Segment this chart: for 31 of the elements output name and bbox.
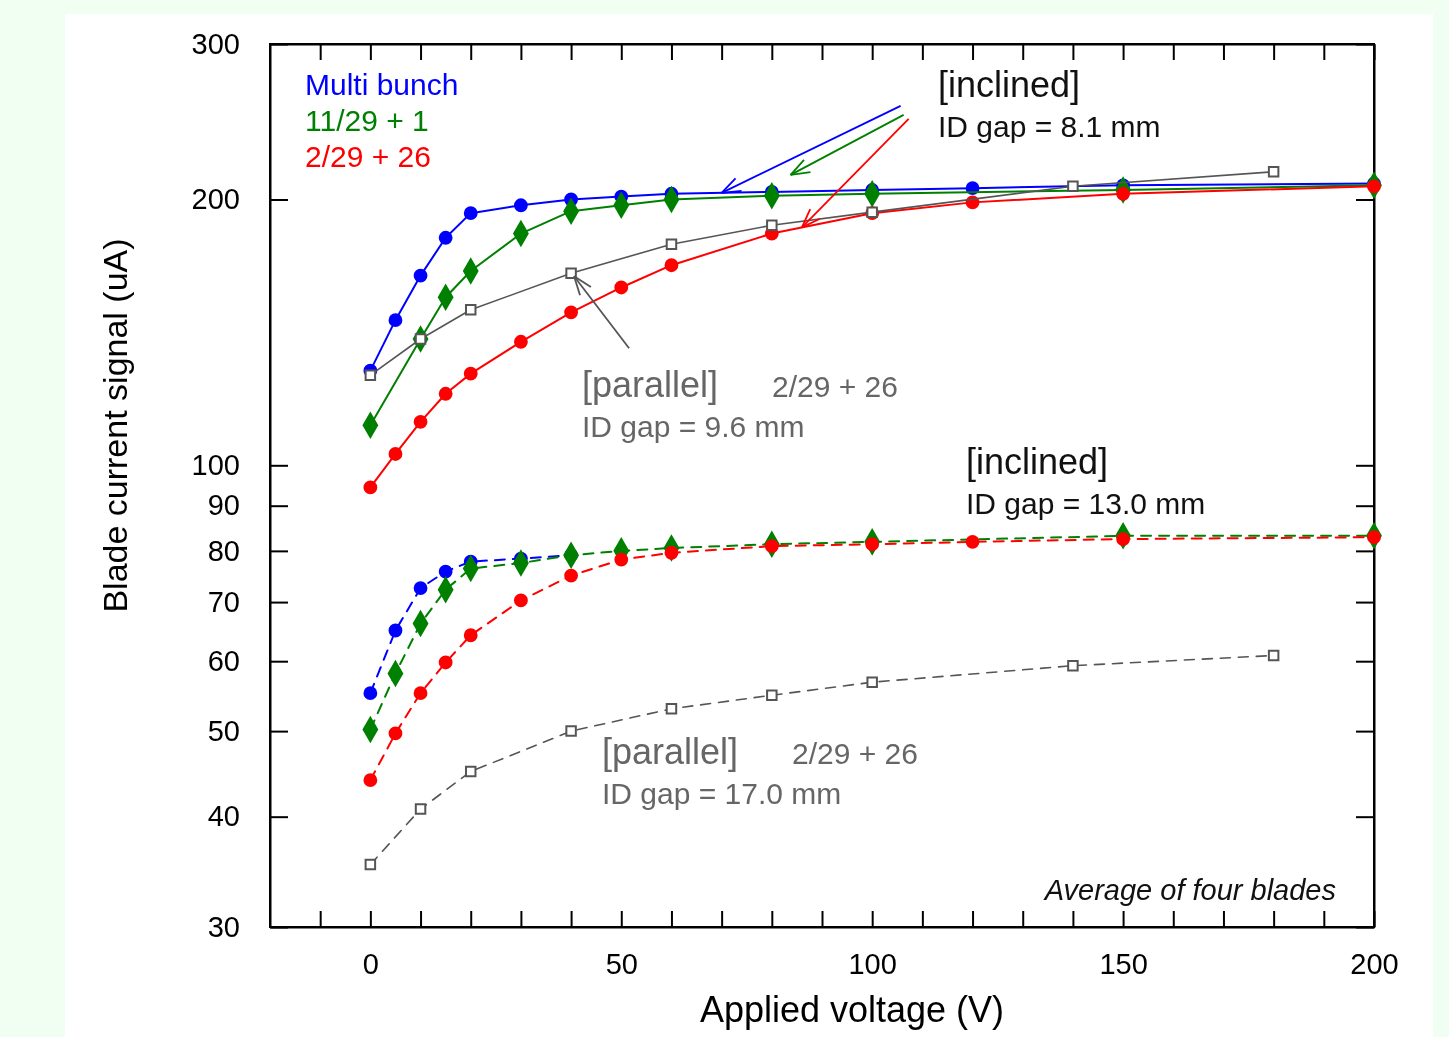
- annotation: [inclined]: [966, 441, 1109, 482]
- text: Multi bunch: [305, 68, 459, 101]
- y-tick-label: 80: [207, 534, 240, 567]
- annotation: 2/29 + 26: [772, 370, 898, 403]
- y-tick-label: 200: [191, 183, 240, 216]
- text: 2/29 + 26: [305, 140, 431, 173]
- y-tick-label: 60: [207, 644, 240, 677]
- y-tick-label: 30: [207, 910, 240, 943]
- annotation: ID gap = 9.6 mm: [582, 410, 805, 443]
- annotation: [inclined]: [938, 64, 1081, 105]
- y-axis-title: Blade current signal (uA): [96, 238, 134, 613]
- annotation: [parallel]: [602, 731, 739, 772]
- y-tick-label: 90: [207, 489, 240, 522]
- x-tick-label: 100: [848, 947, 897, 980]
- annotation: Average of four blades: [1042, 874, 1336, 906]
- annotation: [parallel]: [582, 364, 719, 405]
- text: 11/29 + 1: [305, 104, 429, 137]
- annotation: 2/29 + 26: [792, 737, 918, 770]
- y-tick-label: 300: [191, 27, 240, 60]
- x-tick-label: 0: [362, 947, 379, 980]
- x-tick-label: 150: [1099, 947, 1148, 980]
- x-axis-title: Applied voltage (V): [699, 989, 1005, 1030]
- annotation: ID gap = 8.1 mm: [938, 110, 1161, 143]
- annotation: ID gap = 13.0 mm: [966, 487, 1206, 520]
- y-tick-label: 70: [207, 585, 240, 618]
- y-tick-label: 100: [191, 449, 240, 482]
- y-tick-label: 50: [207, 714, 240, 747]
- annotation: ID gap = 17.0 mm: [602, 777, 842, 810]
- x-tick-label: 200: [1350, 947, 1399, 980]
- x-tick-label: 50: [605, 947, 638, 980]
- y-tick-label: 40: [207, 800, 240, 833]
